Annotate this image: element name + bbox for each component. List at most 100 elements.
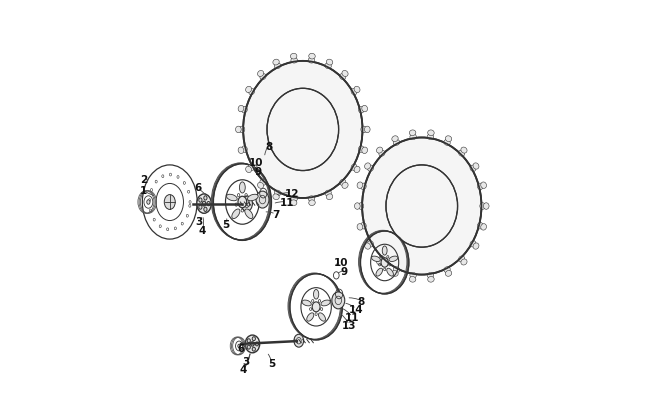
Ellipse shape [444,267,450,273]
Ellipse shape [358,203,364,210]
Ellipse shape [358,147,364,153]
Text: 7: 7 [272,209,280,220]
Ellipse shape [260,75,266,81]
Ellipse shape [273,60,280,66]
Ellipse shape [362,148,367,154]
Ellipse shape [354,203,360,210]
Ellipse shape [481,183,486,189]
Ellipse shape [410,134,417,140]
Ellipse shape [458,256,465,262]
Ellipse shape [257,71,264,77]
Ellipse shape [392,271,398,277]
Ellipse shape [199,205,202,210]
Ellipse shape [294,335,304,347]
Ellipse shape [291,54,297,60]
Ellipse shape [428,277,434,282]
Ellipse shape [392,136,398,142]
Ellipse shape [246,87,252,93]
Text: 9: 9 [255,166,262,176]
Ellipse shape [274,64,281,70]
Ellipse shape [257,183,264,189]
Ellipse shape [361,223,366,229]
Ellipse shape [202,202,206,207]
Ellipse shape [243,62,363,198]
Text: 1: 1 [140,185,147,196]
Ellipse shape [354,87,360,93]
Ellipse shape [365,243,370,249]
Ellipse shape [382,246,387,256]
Ellipse shape [470,241,476,247]
Ellipse shape [362,138,482,275]
Ellipse shape [239,182,245,194]
Ellipse shape [393,267,400,273]
Ellipse shape [379,151,385,157]
Ellipse shape [473,243,479,249]
Ellipse shape [372,256,380,262]
Ellipse shape [241,196,252,212]
Ellipse shape [255,342,259,346]
Ellipse shape [204,208,207,212]
Ellipse shape [321,301,330,306]
Ellipse shape [238,148,244,154]
Ellipse shape [339,75,346,81]
Ellipse shape [410,277,416,282]
Ellipse shape [247,339,250,343]
Ellipse shape [332,292,345,309]
Text: 8: 8 [358,296,365,306]
Ellipse shape [458,151,465,157]
Ellipse shape [308,58,315,64]
Ellipse shape [368,166,374,172]
Ellipse shape [291,196,298,202]
Ellipse shape [309,200,315,206]
Ellipse shape [387,269,393,277]
Ellipse shape [238,106,244,113]
Ellipse shape [357,224,363,230]
Ellipse shape [273,194,280,200]
Ellipse shape [365,164,370,170]
Ellipse shape [164,195,176,210]
Ellipse shape [249,89,255,96]
Ellipse shape [260,180,266,186]
Ellipse shape [427,134,434,140]
Ellipse shape [358,107,364,114]
Text: 14: 14 [349,304,364,314]
Ellipse shape [461,259,467,265]
Ellipse shape [342,183,348,189]
Text: 5: 5 [268,358,276,369]
Ellipse shape [410,273,417,278]
Ellipse shape [427,273,434,278]
Text: 8: 8 [265,141,272,151]
Ellipse shape [252,347,255,351]
Ellipse shape [274,191,281,196]
Ellipse shape [197,194,211,214]
Text: 11: 11 [280,198,294,207]
Ellipse shape [376,269,383,277]
Ellipse shape [325,64,332,70]
Text: 3: 3 [195,217,202,227]
Ellipse shape [238,344,240,348]
Ellipse shape [245,335,260,353]
Ellipse shape [326,60,333,66]
Ellipse shape [239,127,245,133]
Ellipse shape [232,209,240,219]
Text: 2: 2 [140,174,147,184]
Ellipse shape [247,345,250,349]
Ellipse shape [477,223,483,229]
Ellipse shape [326,194,333,200]
Ellipse shape [361,183,366,190]
Ellipse shape [242,107,247,114]
Ellipse shape [318,313,326,322]
Ellipse shape [312,302,320,312]
Text: 4: 4 [240,364,247,374]
Ellipse shape [238,197,247,208]
Ellipse shape [481,224,486,230]
Text: 6: 6 [194,182,202,192]
Text: 13: 13 [342,320,356,330]
Ellipse shape [256,192,269,209]
Ellipse shape [365,127,370,133]
Ellipse shape [204,196,207,200]
Ellipse shape [235,127,241,133]
Ellipse shape [480,203,486,210]
Ellipse shape [361,127,367,133]
Text: 3: 3 [242,356,250,367]
